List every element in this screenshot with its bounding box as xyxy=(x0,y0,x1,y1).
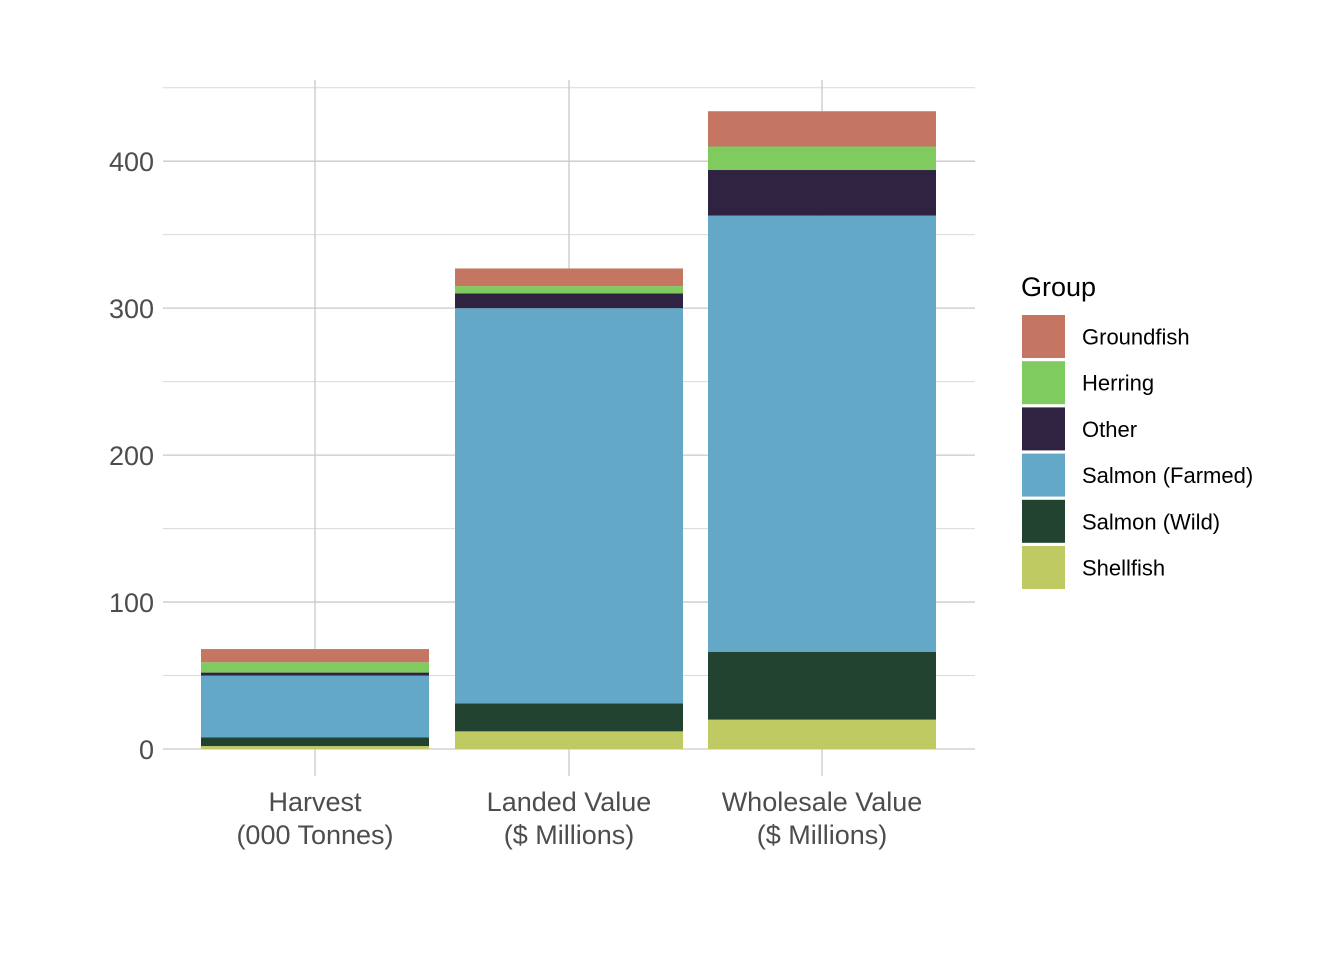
bar-segment-other xyxy=(455,293,683,309)
y-tick-label: 200 xyxy=(109,441,154,471)
bar-segment-salmon-wild xyxy=(201,737,429,747)
bar-segment-groundfish xyxy=(708,111,936,147)
legend-swatch-shellfish xyxy=(1022,546,1065,589)
legend-swatch-other xyxy=(1022,407,1065,451)
bar-segment-other xyxy=(201,672,429,676)
bar-segment-salmon-wild xyxy=(708,652,936,720)
bars xyxy=(201,111,936,749)
x-tick-label: Landed Value ($ Millions) xyxy=(487,787,652,850)
bar-segment-salmon-farmed xyxy=(201,675,429,738)
legend-label-other: Other xyxy=(1082,417,1137,442)
x-tick-label: Harvest (000 Tonnes) xyxy=(236,787,393,850)
y-tick-label: 300 xyxy=(109,294,154,324)
bar-segment-groundfish xyxy=(455,268,683,287)
axes: 0 100 200 300 400 Harvest (000 Tonnes) Landed V… xyxy=(109,147,922,850)
x-tick-label: Wholesale Value ($ Millions) xyxy=(722,787,923,850)
bar-segment-herring xyxy=(708,146,936,171)
y-tick-label: 400 xyxy=(109,147,154,177)
bar-segment-salmon-wild xyxy=(455,703,683,732)
legend-swatch-salmon-wild xyxy=(1022,499,1065,543)
bar-segment-herring xyxy=(201,662,429,673)
legend-title: Group xyxy=(1021,272,1096,302)
legend-label-shellfish: Shellfish xyxy=(1082,556,1165,581)
bar-segment-salmon-farmed xyxy=(708,215,936,653)
y-tick-label: 0 xyxy=(139,735,154,765)
legend-swatch-herring xyxy=(1022,361,1065,405)
bar-segment-shellfish xyxy=(201,746,429,749)
bar-segment-shellfish xyxy=(455,731,683,749)
bar-segment-groundfish xyxy=(201,649,429,663)
bar-segment-shellfish xyxy=(708,719,936,749)
legend-swatch-salmon-farmed xyxy=(1022,453,1065,497)
legend: Group Groundfish Herring Other Salmon (Farme… xyxy=(1021,272,1253,589)
legend-label-groundfish: Groundfish xyxy=(1082,325,1190,350)
bar-segment-other xyxy=(708,170,936,216)
bar-segment-salmon-farmed xyxy=(455,308,683,704)
legend-swatch-groundfish xyxy=(1022,315,1065,358)
y-tick-label: 100 xyxy=(109,588,154,618)
legend-label-herring: Herring xyxy=(1082,371,1154,396)
legend-label-salmon-wild: Salmon (Wild) xyxy=(1082,509,1220,534)
legend-label-salmon-farmed: Salmon (Farmed) xyxy=(1082,463,1253,488)
bar-segment-herring xyxy=(455,286,683,294)
